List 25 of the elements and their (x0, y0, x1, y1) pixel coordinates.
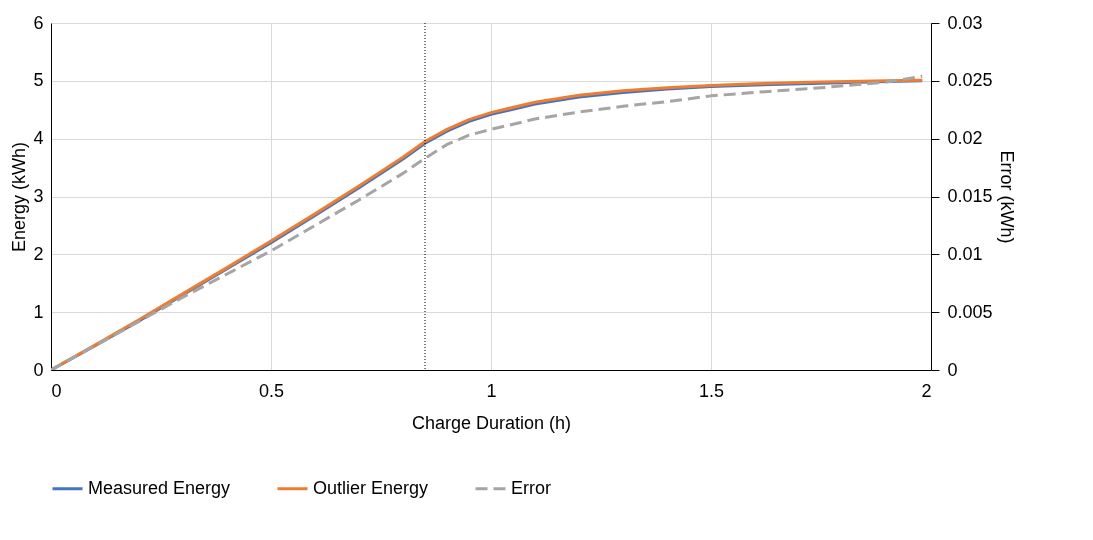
y2-tick-label: 0.02 (947, 128, 983, 149)
x-tick-label: 1 (486, 380, 497, 401)
x-tick-label: 0.5 (258, 380, 285, 401)
legend-label: Outlier Energy (313, 477, 429, 498)
x-tick-label: 2 (921, 380, 932, 401)
y2-axis-title: Error (kWh) (996, 150, 1017, 244)
y-axis-title: Energy (kWh) (9, 141, 30, 253)
y2-tick-label: 0.01 (947, 243, 983, 264)
y-tick-label: 5 (33, 70, 44, 91)
legend-label: Error (511, 477, 551, 498)
y2-tick-label: 0.015 (947, 186, 993, 206)
y-tick-label: 1 (33, 301, 44, 322)
y2-tick-label: 0.005 (947, 301, 993, 322)
x-tick-label: 1.5 (698, 380, 725, 401)
y-tick-label: 2 (33, 243, 44, 264)
y2-tick-label: 0 (947, 359, 958, 380)
y-tick-label: 6 (33, 12, 44, 33)
y-tick-label: 3 (33, 186, 44, 206)
y-tick-label: 4 (33, 128, 44, 149)
y2-tick-label: 0.03 (947, 12, 983, 33)
x-tick-label: 0 (51, 380, 62, 401)
legend-label: Measured Energy (88, 477, 231, 498)
y2-tick-label: 0.025 (947, 70, 993, 91)
y-tick-label: 0 (33, 359, 44, 380)
x-axis-title: Charge Duration (h) (411, 412, 572, 433)
